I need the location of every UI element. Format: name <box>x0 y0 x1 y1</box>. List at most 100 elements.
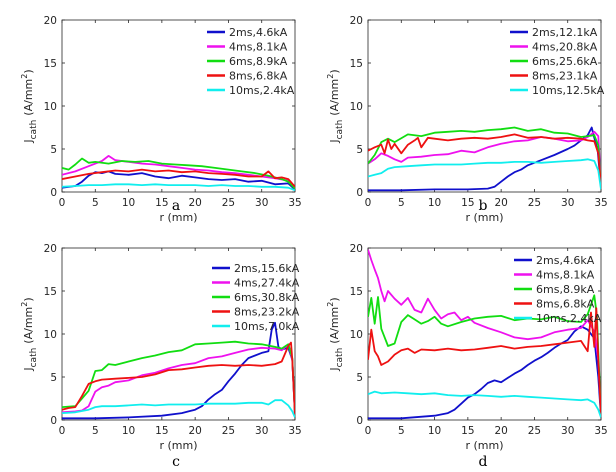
y-label-subscript: cath <box>29 120 39 140</box>
legend-label: 6ms,8.9kA <box>536 283 595 296</box>
series-line-5 <box>368 158 601 190</box>
series-line-3 <box>62 340 295 415</box>
y-label-unit: (A/mm <box>328 307 341 344</box>
x-axis-label: r (mm) <box>465 211 503 224</box>
x-axis-label: r (mm) <box>465 439 503 452</box>
series-line-4 <box>368 307 601 416</box>
legend-label: 2ms,15.6kA <box>234 262 300 275</box>
y-tick-label: 20 <box>350 15 363 27</box>
x-axis-label: r (mm) <box>159 211 197 224</box>
legend-label: 8ms,6.8kA <box>536 298 595 311</box>
y-label-unit: (A/mm <box>22 79 35 116</box>
panel-d: 0 5 10 15 20 25 30 35 0 5 10 15 20 r (mm) Jcath (A/mm2)… <box>326 243 608 470</box>
x-tick-label: 35 <box>594 197 607 209</box>
y-label-subscript: cath <box>335 348 345 368</box>
y-tick-label: 15 <box>350 286 363 298</box>
y-tick-label: 10 <box>44 329 57 341</box>
y-label-close: ) <box>328 297 341 301</box>
legend-label: 4ms,8.1kA <box>229 41 288 54</box>
x-tick-label: 25 <box>528 425 541 437</box>
y-axis-label: Jcath (A/mm2) <box>326 69 345 143</box>
series-line-2 <box>62 343 295 415</box>
legend-label: 10ms,7.0kA <box>234 320 300 333</box>
y-tick-label: 20 <box>350 243 363 255</box>
y-tick-label: 5 <box>356 144 363 156</box>
x-tick-label: 0 <box>59 197 66 209</box>
y-tick-label: 5 <box>50 372 57 384</box>
legend-label: 8ms,6.8kA <box>229 70 288 83</box>
series-line-4 <box>62 341 295 416</box>
x-tick-label: 25 <box>222 425 235 437</box>
legend-label: 8ms,23.2kA <box>234 306 300 319</box>
y-tick-label: 5 <box>50 144 57 156</box>
series-line-5 <box>62 399 295 418</box>
legend-label: 6ms,30.8kA <box>234 291 300 304</box>
x-tick-label: 20 <box>494 197 507 209</box>
legend-label: 4ms,20.8kA <box>532 41 598 54</box>
series-line-3 <box>368 126 601 187</box>
y-tick-label: 10 <box>350 329 363 341</box>
x-axis-label: r (mm) <box>159 439 197 452</box>
x-tick-label: 5 <box>92 425 99 437</box>
x-tick-label: 30 <box>561 425 574 437</box>
x-tick-label: 20 <box>188 425 201 437</box>
legend-label: 2ms,12.1kA <box>532 26 598 39</box>
plot-area <box>61 247 296 421</box>
panel-b: 0 5 10 15 20 25 30 35 0 5 10 15 20 r (mm) Jcath (A/mm2)… <box>326 15 608 224</box>
y-label-unit: (A/mm <box>328 79 341 116</box>
x-tick-label: 15 <box>155 197 168 209</box>
x-tick-label: 10 <box>428 425 441 437</box>
panel-label: a <box>172 198 180 214</box>
series-line-1 <box>368 126 601 192</box>
y-label-superscript: 2 <box>20 74 29 79</box>
y-label-close: ) <box>328 69 341 73</box>
y-tick-label: 20 <box>44 243 57 255</box>
y-label-main: J <box>328 367 341 371</box>
y-label-close: ) <box>22 69 35 73</box>
x-tick-label: 30 <box>561 197 574 209</box>
x-tick-label: 10 <box>428 197 441 209</box>
panel-label: c <box>172 454 180 470</box>
y-axis-label: Jcath (A/mm2) <box>20 69 39 143</box>
x-tick-label: 15 <box>461 197 474 209</box>
series-line-5 <box>62 183 295 192</box>
series-line-4 <box>368 133 601 187</box>
series-line-4 <box>62 168 295 188</box>
y-label-main: J <box>328 139 341 143</box>
x-tick-label: 15 <box>461 425 474 437</box>
x-tick-label: 35 <box>288 425 301 437</box>
y-tick-label: 0 <box>50 415 57 427</box>
legend-label: 2ms,4.6kA <box>536 254 595 267</box>
y-axis-label: Jcath (A/mm2) <box>20 297 39 371</box>
x-tick-label: 5 <box>398 425 405 437</box>
x-tick-label: 25 <box>222 197 235 209</box>
x-tick-label: 20 <box>494 425 507 437</box>
x-tick-label: 25 <box>528 197 541 209</box>
y-tick-label: 0 <box>356 187 363 199</box>
plot-area <box>367 247 602 421</box>
panel-a: 0 5 10 15 20 25 30 35 0 5 10 15 20 r (mm) Jcath (A/mm2)… <box>20 15 302 224</box>
series-line-3 <box>62 157 295 190</box>
x-tick-label: 20 <box>188 197 201 209</box>
x-tick-label: 35 <box>594 425 607 437</box>
x-tick-label: 0 <box>59 425 66 437</box>
x-tick-label: 5 <box>398 197 405 209</box>
panel-c: 0 5 10 15 20 25 30 35 0 5 10 15 20 r (mm) Jcath (A/mm2)… <box>20 243 302 470</box>
series-line-5 <box>368 390 601 418</box>
legend-label: 2ms,4.6kA <box>229 26 288 39</box>
y-label-superscript: 2 <box>326 302 335 307</box>
y-label-superscript: 2 <box>20 302 29 307</box>
y-label-subscript: cath <box>29 348 39 368</box>
legend-label: 8ms,23.1kA <box>532 70 598 83</box>
legend-label: 10ms,2.4kA <box>229 84 295 97</box>
x-tick-label: 15 <box>155 425 168 437</box>
legend-label: 6ms,25.6kA <box>532 55 598 68</box>
y-tick-label: 15 <box>44 58 57 70</box>
x-tick-label: 0 <box>365 197 372 209</box>
y-tick-label: 0 <box>50 187 57 199</box>
panel-label: d <box>479 454 488 470</box>
y-tick-label: 10 <box>350 101 363 113</box>
x-tick-label: 5 <box>92 197 99 209</box>
y-label-unit: (A/mm <box>22 307 35 344</box>
